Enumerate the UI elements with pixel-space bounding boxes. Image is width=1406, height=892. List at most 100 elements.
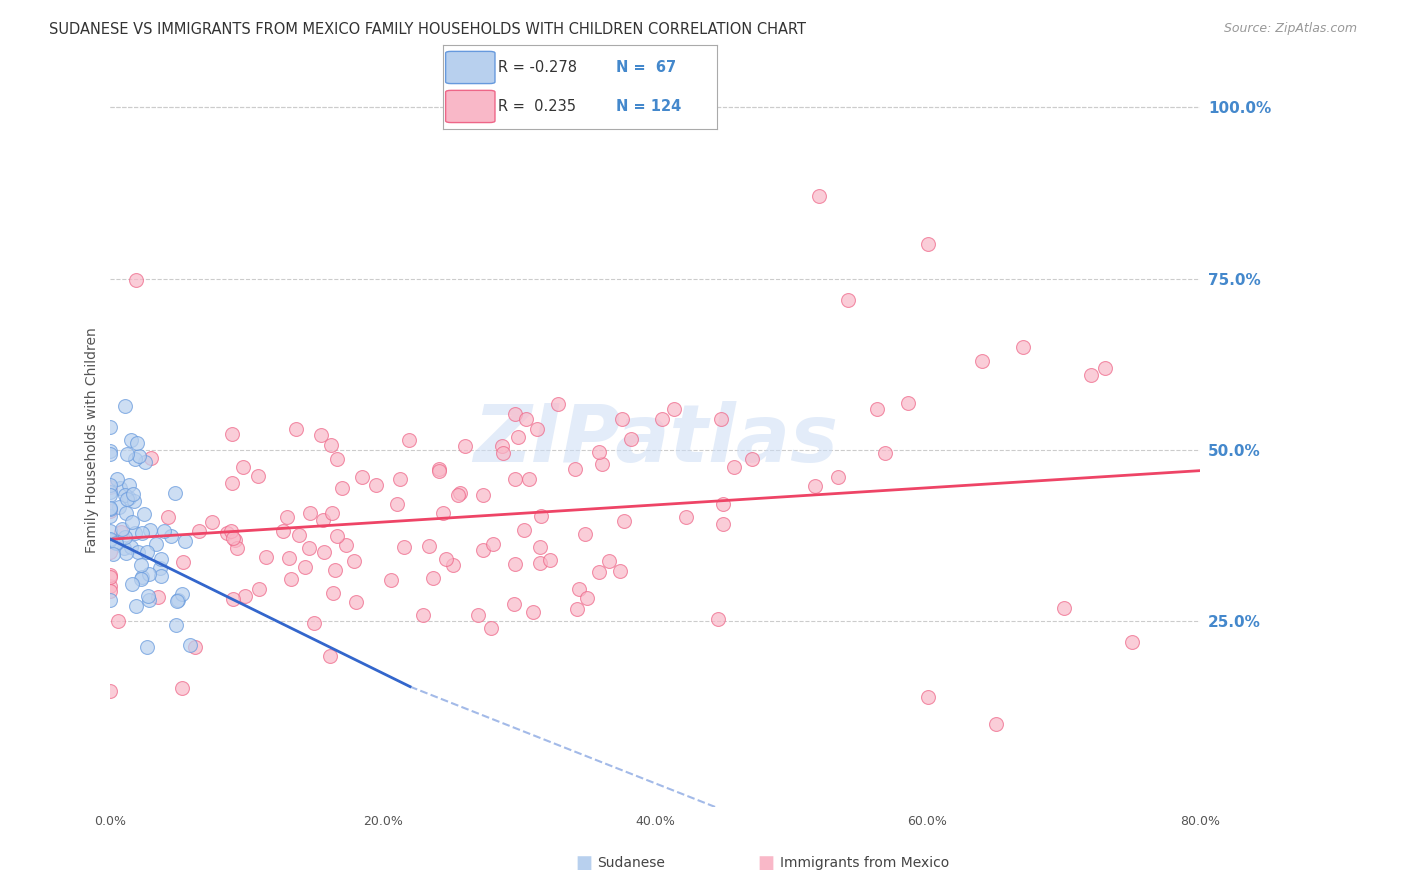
Point [299,506,322,520]
Point [100,509,122,524]
Point [711,497,734,511]
Point [620,432,643,446]
Point [319,438,342,452]
Point [503,472,526,486]
Text: ZIPatlas: ZIPatlas [472,401,838,479]
Point [224,533,246,548]
Point [526,422,548,436]
Point [221,427,243,442]
Text: N =  67: N = 67 [616,60,676,75]
Point [711,516,734,531]
Point [422,571,444,585]
Point [108,481,131,495]
Point [120,433,142,447]
Point [280,572,302,586]
Point [246,469,269,483]
Point [121,487,143,501]
Point [503,597,526,611]
Point [273,524,295,538]
Point [150,568,173,582]
Point [1053,600,1076,615]
Y-axis label: Family Households with Children: Family Households with Children [86,327,100,553]
Point [325,563,347,577]
Point [568,582,591,596]
Point [172,681,194,695]
Point [449,486,471,500]
Text: Immigrants from Mexico: Immigrants from Mexico [780,856,949,871]
Point [366,478,388,492]
Point [454,439,477,453]
Point [100,684,122,698]
Point [136,640,159,654]
Text: ■: ■ [758,855,775,872]
Point [827,470,849,484]
Point [314,545,336,559]
Point [131,526,153,541]
Point [412,607,434,622]
Point [100,443,122,458]
Point [917,690,939,704]
Point [322,586,344,600]
Point [350,470,373,484]
Point [479,621,502,635]
Point [170,587,193,601]
Point [512,524,534,538]
Point [114,399,136,413]
Point [284,422,307,436]
Point [675,509,697,524]
Point [121,577,143,591]
Point [138,567,160,582]
Point [232,459,254,474]
Point [104,535,127,549]
Point [148,590,170,604]
Point [134,455,156,469]
Text: Source: ZipAtlas.com: Source: ZipAtlas.com [1223,22,1357,36]
Point [984,717,1007,731]
Point [100,593,122,607]
Point [515,411,537,425]
Point [114,546,136,560]
Point [124,526,146,541]
Text: SUDANESE VS IMMIGRANTS FROM MEXICO FAMILY HOUSEHOLDS WITH CHILDREN CORRELATION C: SUDANESE VS IMMIGRANTS FROM MEXICO FAMIL… [49,22,806,37]
Point [222,532,245,546]
Point [100,580,122,594]
Point [128,449,150,463]
Point [100,533,122,547]
Point [309,428,332,442]
Point [325,452,347,467]
Point [276,510,298,524]
Point [221,476,243,491]
Point [398,433,420,447]
Point [574,526,596,541]
Point [100,478,122,492]
Point [492,446,515,460]
Point [100,485,122,500]
Point [529,556,551,570]
Point [588,565,610,579]
Point [118,478,141,492]
Point [222,592,245,607]
Point [530,508,553,523]
Point [184,640,207,654]
Point [591,457,613,471]
Point [254,549,277,564]
Point [125,599,148,613]
Point [131,570,153,584]
Point [172,555,194,569]
Point [201,515,224,529]
Point [385,497,408,511]
Point [344,595,367,609]
Point [441,558,464,572]
Point [294,559,316,574]
Point [432,507,454,521]
Point [138,524,160,538]
Point [564,461,586,475]
Point [1011,340,1033,354]
Point [115,506,138,520]
Point [120,540,142,554]
Point [127,545,149,559]
Point [111,523,134,537]
Point [100,419,122,434]
Point [298,541,321,556]
Point [121,515,143,529]
